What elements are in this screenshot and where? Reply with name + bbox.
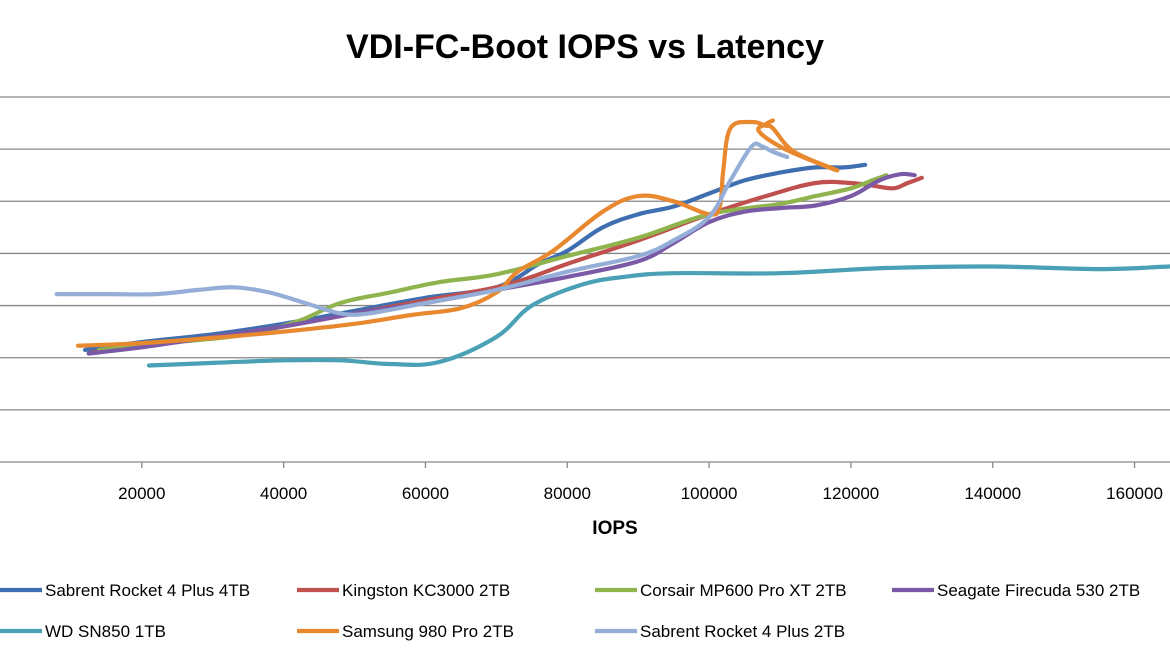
x-tick-label: 120000 xyxy=(823,484,880,503)
series-line-samsung-980-pro-2tb xyxy=(75,118,840,348)
series-line-wd-sn850-1tb xyxy=(146,264,1170,368)
x-tick-label: 60000 xyxy=(402,484,449,503)
x-tick-label: 40000 xyxy=(260,484,307,503)
legend: Sabrent Rocket 4 Plus 4TB Kingston KC3000… xyxy=(0,581,1140,641)
x-axis-title: IOPS xyxy=(592,518,637,539)
x-tick-label: 80000 xyxy=(544,484,591,503)
x-tick-label: 140000 xyxy=(964,484,1021,503)
x-tick-label: 100000 xyxy=(681,484,738,503)
series-line-sabrent-rocket-4-plus-2tb xyxy=(54,141,790,317)
legend-label-wd-sn850-1tb: WD SN850 1TB xyxy=(45,622,166,641)
x-tick-label: 160000 xyxy=(1106,484,1163,503)
legend-label-corsair-mp600-pro-xt-2tb: Corsair MP600 Pro XT 2TB xyxy=(640,581,847,600)
plot-area xyxy=(54,118,1170,368)
series-line-seagate-firecuda-530-2tb xyxy=(86,171,917,356)
gridlines xyxy=(0,96,1170,411)
legend-label-kingston-kc3000-2tb: Kingston KC3000 2TB xyxy=(342,581,510,600)
legend-label-seagate-firecuda-530-2tb: Seagate Firecuda 530 2TB xyxy=(937,581,1140,600)
series-line-sabrent-rocket-4-plus-4tb xyxy=(83,162,868,352)
x-axis: 20000 40000 60000 80000 100000 120000 140000 16… xyxy=(0,461,1170,503)
legend-label-sabrent-rocket-4-plus-4tb: Sabrent Rocket 4 Plus 4TB xyxy=(45,581,250,600)
chart-title: VDI-FC-Boot IOPS vs Latency xyxy=(346,28,824,66)
legend-label-samsung-980-pro-2tb: Samsung 980 Pro 2TB xyxy=(342,622,514,641)
x-tick-label: 20000 xyxy=(118,484,165,503)
legend-label-sabrent-rocket-4-plus-2tb: Sabrent Rocket 4 Plus 2TB xyxy=(640,622,845,641)
